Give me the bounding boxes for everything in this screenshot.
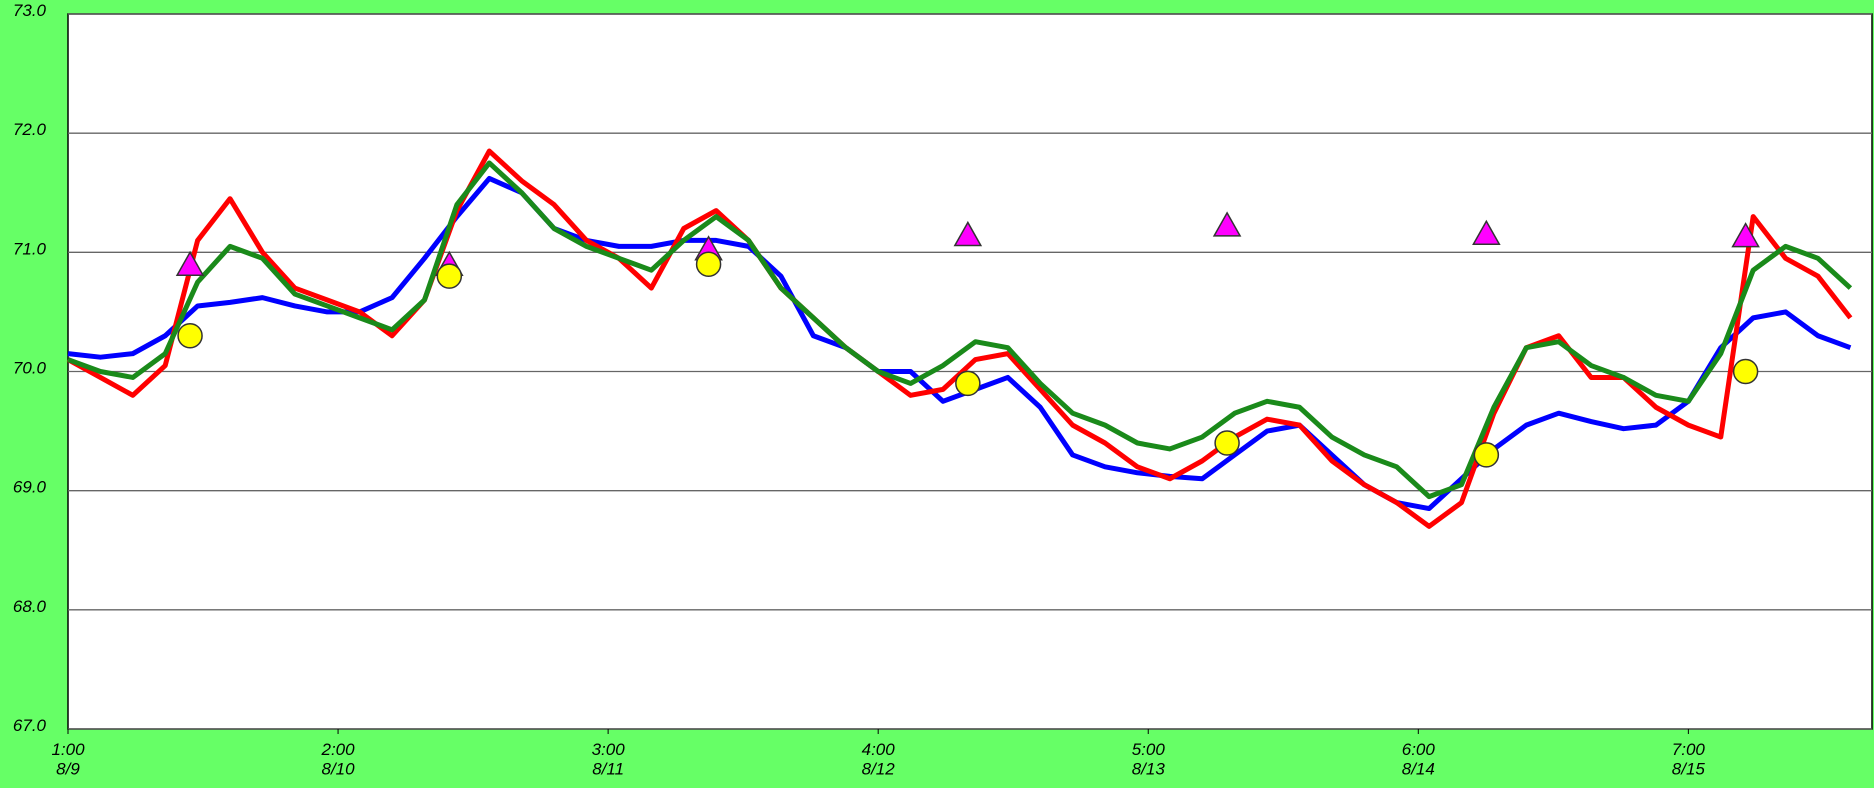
x-tick-label: 1:00 8/9	[51, 740, 85, 779]
y-tick-label: 72.0	[13, 120, 47, 139]
circle-marker	[1473, 442, 1500, 468]
triangle-marker	[175, 250, 205, 276]
y-tick-label: 69.0	[13, 478, 47, 497]
circle-marker	[955, 370, 981, 397]
x-tick-label: 6:00 8/14	[1402, 740, 1436, 779]
circle-marker	[695, 251, 722, 277]
series-line	[67, 160, 1853, 500]
x-tick-label: 5:00 8/13	[1132, 740, 1166, 779]
x-tick-label: 7:00 8/15	[1672, 740, 1706, 779]
circle-marker	[177, 323, 203, 349]
circle-marker	[1214, 430, 1240, 456]
series-line	[67, 175, 1852, 512]
y-tick-label: 67.0	[13, 716, 47, 735]
x-tick-label: 4:00 8/12	[862, 740, 896, 779]
circle-marker	[1732, 358, 1759, 385]
triangle-marker	[1212, 211, 1242, 237]
y-tick-label: 68.0	[13, 597, 47, 616]
y-tick-label: 73.0	[13, 1, 47, 20]
y-tick-label: 70.0	[13, 359, 47, 378]
circle-marker	[436, 263, 463, 289]
triangle-marker	[1731, 222, 1760, 248]
triangle-marker	[953, 220, 983, 247]
triangle-marker	[1472, 219, 1501, 246]
y-tick-label: 71.0	[13, 239, 47, 258]
x-tick-label: 2:00 8/10	[321, 740, 356, 779]
x-tick-label: 3:00 8/11	[592, 740, 626, 779]
